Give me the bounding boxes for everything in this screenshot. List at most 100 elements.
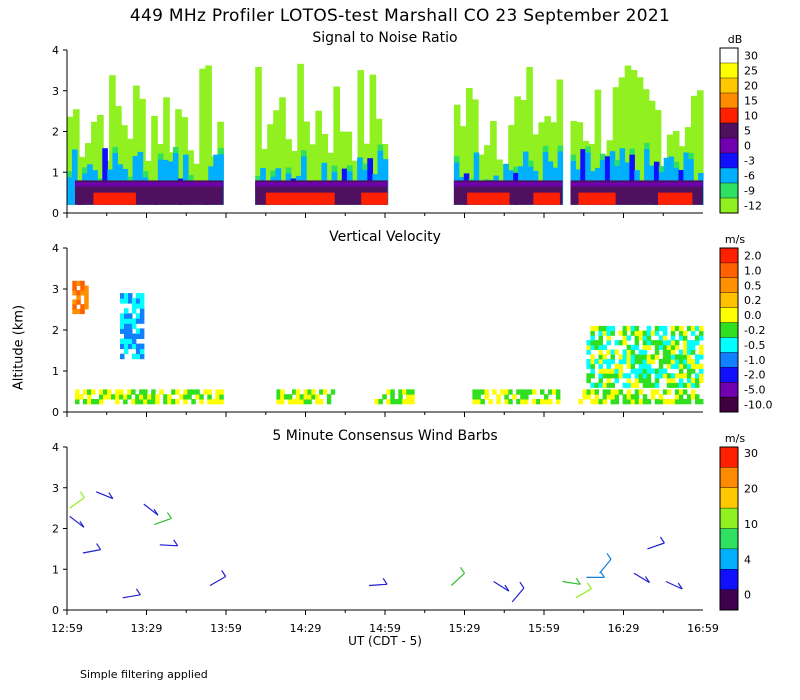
legend-swatch [719,367,739,383]
wind-barb-flag [221,570,227,577]
snr-cell [514,96,521,205]
velocity-cell [195,389,200,395]
velocity-cell [124,333,129,339]
velocity-cell [666,389,672,395]
velocity-cell [80,280,85,286]
velocity-cell [586,377,591,384]
velocity-cell [634,344,640,350]
velocity-cell [508,389,513,395]
velocity-cell [215,399,220,405]
velocity-cell [84,299,89,305]
snr-cell [624,65,632,205]
velocity-cell [626,363,632,369]
snr-cell [142,171,149,178]
velocity-cell [666,377,672,384]
snr-cell [188,175,194,181]
legend-label: -0.5 [744,339,765,352]
legend-swatch [719,137,739,154]
velocity-cell [548,399,553,405]
velocity-cell [124,348,129,355]
snr-cell [688,152,694,159]
y-tick-label: 3 [52,85,59,98]
velocity-cell [120,343,125,350]
velocity-cell [662,349,668,355]
velocity-cell [606,394,612,400]
snr-cell [523,151,529,205]
wind-barb [369,583,388,587]
velocity-cell [674,382,680,388]
snr-cell [291,151,298,205]
velocity-cell [670,359,676,365]
legend-swatch [719,262,739,279]
velocity-cell [590,330,595,336]
velocity-cell [654,330,660,336]
velocity-cell [72,290,77,296]
velocity-cell [699,349,704,355]
velocity-cell [678,359,684,365]
chart-title: 449 MHz Profiler LOTOS-test Marshall CO … [129,6,671,26]
y-tick-label: 0 [52,406,59,419]
velocity-cell [678,373,684,379]
velocity-cell [598,330,603,336]
velocity-cell [155,394,160,400]
velocity-cell [496,394,501,400]
velocity-cell [674,389,680,395]
velocity-cell [119,394,124,400]
velocity-cell [614,340,619,346]
velocity-cell [606,325,611,332]
velocity-cell [614,363,619,369]
velocity-cell [520,399,525,405]
x-tick-label: 12:59 [51,622,83,635]
velocity-cell [288,399,293,405]
velocity-cell [646,344,652,350]
velocity-cell [678,389,684,395]
x-tick-label: 13:59 [210,622,242,635]
velocity-cell [131,338,137,344]
velocity-cell [311,389,316,395]
snr-cell [697,90,704,205]
wind-barb-flag [135,588,141,596]
legend-swatch [719,182,739,199]
legend-label: 1.0 [744,264,762,277]
velocity-cell [99,399,104,405]
x-tick-label: 14:29 [290,622,322,635]
snr-cell [459,126,467,205]
velocity-cell [642,344,648,350]
velocity-cell [139,333,145,339]
velocity-cell [496,399,501,405]
velocity-cell [634,399,640,405]
velocity-cell [602,344,607,350]
velocity-cell [606,340,611,346]
velocity-cell [195,394,200,400]
velocity-cell [638,359,644,365]
velocity-cell [72,299,77,305]
velocity-cell [598,344,603,350]
velocity-cell [622,335,628,341]
velocity-cell [582,394,587,400]
velocity-cell [127,389,132,395]
velocity-cell [642,349,648,355]
legend-label: -12 [744,200,762,213]
snr-cell [255,182,388,187]
x-tick-label: 15:29 [449,622,481,635]
velocity-cell [406,389,411,395]
velocity-cell [508,399,513,405]
snr-cell [315,110,322,205]
velocity-cell [618,359,624,365]
velocity-cell [686,377,692,384]
velocity-cell [634,359,640,365]
velocity-cell [299,399,305,405]
wind-barb-flag [108,492,114,499]
velocity-cell [602,359,607,365]
velocity-cell [139,313,145,319]
velocity-cell [678,354,684,360]
velocity-cell [151,394,156,400]
legend-swatch [719,322,739,338]
velocity-cell [203,389,208,395]
velocity-cell [662,340,668,346]
velocity-cell [606,377,611,384]
velocity-cell [524,394,529,400]
velocity-cell [642,363,648,369]
velocity-cell [630,354,636,360]
